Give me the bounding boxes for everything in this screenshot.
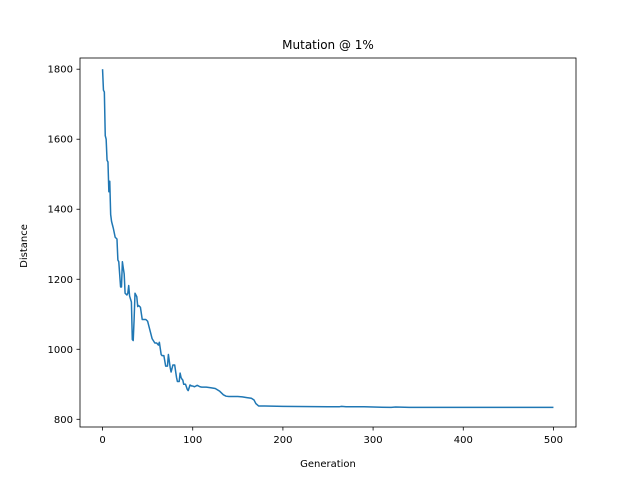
y-tick-label: 1800 xyxy=(48,65,73,76)
y-tick-label: 800 xyxy=(54,415,73,426)
y-tick-label: 1400 xyxy=(48,205,73,216)
x-axis: 0 100 200 300 400 500 xyxy=(99,427,563,446)
x-axis-label: Generation xyxy=(300,459,356,470)
plot-frame xyxy=(79,57,577,428)
x-tick-label: 400 xyxy=(454,435,473,446)
y-tick-label: 1200 xyxy=(48,275,73,286)
x-tick-label: 300 xyxy=(364,435,383,446)
y-tick-label: 1000 xyxy=(48,345,73,356)
y-tick-label: 1600 xyxy=(48,135,73,146)
x-tick-label: 200 xyxy=(273,435,292,446)
x-tick-label: 500 xyxy=(544,435,563,446)
y-axis-label: Distance xyxy=(19,224,30,268)
x-tick-label: 100 xyxy=(183,435,202,446)
x-tick-label: 0 xyxy=(99,435,105,446)
y-axis: 800 1000 1200 1400 1600 1800 xyxy=(48,65,80,426)
plot-area xyxy=(79,57,577,428)
series-line-0 xyxy=(101,69,554,409)
chart-title: Mutation @ 1% xyxy=(282,38,374,52)
